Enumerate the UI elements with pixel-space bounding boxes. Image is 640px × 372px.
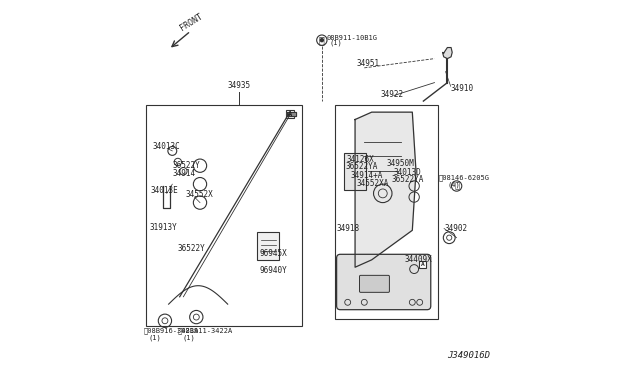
Text: (4): (4) [447,181,460,187]
Text: 31913Y: 31913Y [149,222,177,231]
Text: Ⓑ: Ⓑ [454,182,459,190]
Text: 34914: 34914 [172,169,195,178]
Text: 34013D: 34013D [394,168,422,177]
Text: 08B911-10B1G: 08B911-10B1G [326,35,378,41]
FancyBboxPatch shape [360,275,389,292]
Text: 34013C: 34013C [152,142,180,151]
Circle shape [319,38,324,42]
Text: 36522Y: 36522Y [178,244,205,253]
Text: 96940Y: 96940Y [259,266,287,275]
Text: Ⓜ08B916-3421A: Ⓜ08B916-3421A [143,328,199,334]
Bar [147,105,301,326]
Text: 34914+A: 34914+A [350,170,383,180]
Text: FRONT: FRONT [178,12,204,33]
Text: 34950M: 34950M [387,159,414,168]
FancyBboxPatch shape [286,110,294,118]
Text: Ⓜ: Ⓜ [319,35,324,45]
Text: 96945X: 96945X [259,249,287,258]
Text: 34552X: 34552X [185,190,213,199]
Bar [335,105,438,319]
Text: (1): (1) [182,334,195,341]
Text: 34126X: 34126X [347,155,374,164]
FancyBboxPatch shape [419,260,426,268]
Text: J349016D: J349016D [447,350,490,359]
Polygon shape [443,48,452,59]
Text: 34552XA: 34552XA [357,179,389,188]
Text: (1): (1) [330,40,342,46]
Text: (1): (1) [148,334,161,341]
Text: 34902: 34902 [444,224,467,233]
Text: 34409X: 34409X [405,255,433,264]
Bar [257,232,280,260]
Text: 36522YA: 36522YA [392,175,424,184]
Text: 34935: 34935 [227,81,250,90]
Text: 34910: 34910 [451,84,474,93]
Text: 36522Y: 36522Y [172,161,200,170]
Text: A: A [288,111,292,118]
Text: Ⓑ08146-6205G: Ⓑ08146-6205G [438,174,489,181]
Text: 36522YA: 36522YA [346,163,378,171]
Text: 34013E: 34013E [150,186,178,195]
Text: Ⓜ08B911-3422A: Ⓜ08B911-3422A [178,328,233,334]
Text: 34918: 34918 [337,224,360,233]
Text: 34951: 34951 [356,59,380,68]
Polygon shape [355,112,416,267]
Text: A: A [420,262,424,267]
Bar [344,153,366,190]
Text: 34922: 34922 [381,90,404,99]
Polygon shape [287,112,296,116]
FancyBboxPatch shape [337,254,431,310]
